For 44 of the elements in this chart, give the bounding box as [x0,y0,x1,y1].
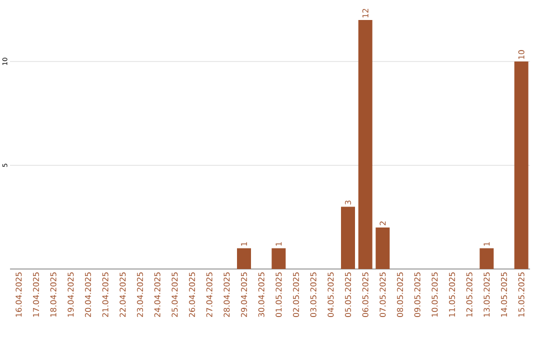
x-tick-label: 06.05.2025 [362,272,368,317]
bar [341,206,356,269]
x-tick-label: 18.04.2025 [50,272,56,317]
data-label: 1 [484,242,490,246]
data-label: 12 [362,8,368,18]
x-tick-label: 04.05.2025 [328,272,334,317]
x-tick-label: 24.04.2025 [154,272,160,317]
bar [358,20,372,269]
data-label: 3 [344,200,352,204]
data-label: 1 [241,242,247,246]
x-tick-label: 19.04.2025 [68,272,74,317]
x-tick-label: 09.05.2025 [414,272,420,317]
bar [514,61,528,269]
x-tick-label: 29.04.2025 [240,272,248,317]
x-tick-label: 26.04.2025 [188,272,196,317]
bar [376,228,390,269]
x-tick-label: 03.05.2025 [310,272,316,317]
x-tick-label: 02.05.2025 [292,272,300,317]
x-tick-label: 08.05.2025 [396,272,404,317]
x-tick-label: 28.04.2025 [224,272,230,317]
x-tick-label: 20.04.2025 [84,272,92,317]
x-tick-label: 22.04.2025 [120,272,126,317]
x-tick-label: 13.05.2025 [484,272,490,317]
x-tick-label: 15.05.2025 [518,272,524,317]
x-tick-label: 05.05.2025 [344,272,352,317]
x-tick-label: 14.05.2025 [500,272,508,317]
x-tick-label: 01.05.2025 [276,272,282,317]
x-tick-label: 11.05.2025 [448,272,456,317]
data-label: 10 [518,50,524,59]
data-label: 2 [380,222,386,226]
bar [237,248,251,269]
x-tick-label: 23.04.2025 [136,272,144,317]
x-tick-label: 10.05.2025 [432,272,438,317]
bar [480,248,494,269]
x-tick-label: 07.05.2025 [380,272,386,317]
x-tick-label: 25.04.2025 [172,272,178,317]
x-tick-label: 12.05.2025 [466,272,472,317]
data-label: 1 [276,242,282,246]
x-tick-label: 16.04.2025 [16,272,22,317]
x-tick-label: 17.04.2025 [32,272,40,317]
x-tick-label: 27.04.2025 [206,272,212,317]
bar [272,248,286,269]
x-tick-label: 30.04.2025 [258,272,264,317]
x-tick-label: 21.04.2025 [102,272,108,317]
